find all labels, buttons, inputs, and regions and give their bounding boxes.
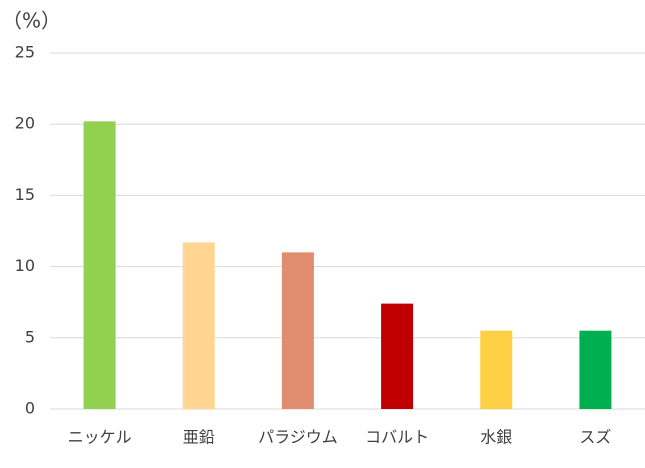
y-tick-label: 5 [25, 327, 35, 346]
y-tick-label: 25 [15, 43, 35, 62]
y-tick-label: 0 [25, 399, 35, 418]
y-tick-label: 20 [15, 114, 35, 133]
bar [480, 330, 513, 409]
x-tick-label: スズ [579, 428, 611, 447]
x-tick-label: 水銀 [480, 428, 512, 447]
y-axis-label: （%） [2, 9, 61, 33]
x-tick-label: 亜鉛 [183, 428, 215, 447]
bar [579, 330, 612, 409]
x-tick-label: ニッケル [68, 428, 132, 447]
y-tick-label: 15 [15, 185, 35, 204]
y-tick-label: 10 [15, 256, 35, 275]
bar [182, 242, 215, 409]
bar [83, 121, 116, 410]
x-tick-label: コバルト [365, 428, 429, 447]
bar [381, 303, 414, 409]
bar [281, 252, 314, 409]
x-tick-label: パラジウム [258, 428, 338, 447]
